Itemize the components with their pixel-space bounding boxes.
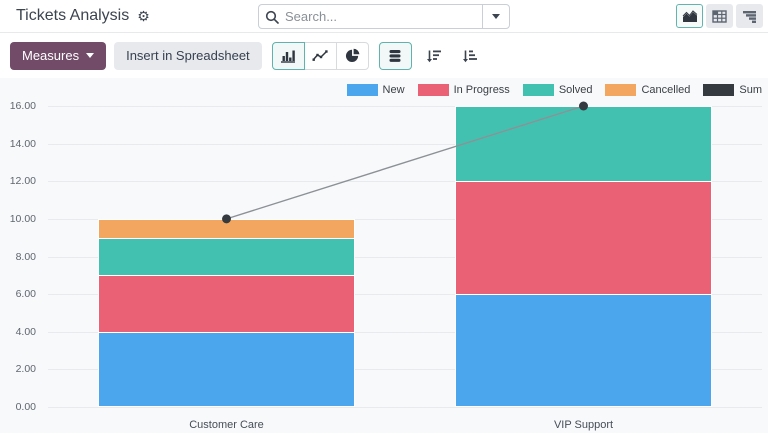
legend-label: In Progress xyxy=(453,84,510,96)
y-tick-label: 4.00 xyxy=(15,325,36,338)
legend-swatch xyxy=(703,84,735,96)
bar-Customer Care[interactable] xyxy=(97,218,355,407)
bar-segment-New[interactable] xyxy=(97,331,355,407)
y-tick-label: 12.00 xyxy=(9,175,36,188)
bar-segment-New[interactable] xyxy=(454,294,712,407)
gear-icon[interactable]: ⚙ xyxy=(137,8,150,24)
legend-swatch xyxy=(346,84,378,96)
measures-label: Measures xyxy=(22,48,80,63)
breadcrumb: Tickets Analysis ⚙ xyxy=(0,7,150,25)
graph-toolbar: Measures Insert in Spreadsheet xyxy=(0,33,768,78)
sort-descending-button[interactable] xyxy=(420,42,448,70)
gridline xyxy=(48,331,762,333)
search-icon xyxy=(259,10,285,24)
area-chart-icon xyxy=(682,9,697,22)
legend-label: Solved xyxy=(558,84,593,96)
cohort-icon xyxy=(743,10,756,23)
measures-button[interactable]: Measures xyxy=(10,41,107,70)
y-tick-label: 2.00 xyxy=(15,363,36,376)
gridline xyxy=(48,294,762,296)
legend-item-Solved[interactable]: Solved xyxy=(522,84,593,96)
y-tick-label: 10.00 xyxy=(9,212,36,225)
legend-swatch xyxy=(417,84,449,96)
graph-view-button[interactable] xyxy=(676,4,703,28)
legend-label: Sum xyxy=(739,84,762,96)
bar-chart-icon xyxy=(281,50,296,63)
legend-swatch xyxy=(522,84,554,96)
legend-item-Sum[interactable]: Sum xyxy=(703,84,762,96)
y-tick-label: 6.00 xyxy=(15,288,36,301)
x-tick-label: VIP Support xyxy=(553,419,614,431)
line-chart-icon xyxy=(312,50,328,61)
search-bar[interactable] xyxy=(258,4,510,29)
pivot-view-button[interactable] xyxy=(706,4,733,28)
pie-chart-icon xyxy=(345,48,360,63)
gridline xyxy=(48,369,762,371)
bar-segment-Solved[interactable] xyxy=(97,237,355,276)
pie-chart-button[interactable] xyxy=(335,41,369,70)
y-tick-label: 8.00 xyxy=(15,250,36,263)
gridline xyxy=(48,256,762,258)
bar-segment-In Progress[interactable] xyxy=(97,275,355,332)
gridline xyxy=(48,407,762,408)
x-axis: Customer Care VIP Support xyxy=(48,419,762,433)
sort-ascending-icon xyxy=(462,50,477,62)
legend-label: Cancelled xyxy=(641,84,691,96)
graph-canvas[interactable]: New In Progress Solved Cancelled Sum 0.00 2.0… xyxy=(0,78,768,433)
stacked-toggle-button[interactable] xyxy=(378,41,412,70)
bar-segment-In Progress[interactable] xyxy=(454,181,712,295)
search-dropdown-toggle[interactable] xyxy=(482,5,509,28)
bar-chart-button[interactable] xyxy=(271,41,305,70)
sort-descending-icon xyxy=(426,50,441,62)
page-title: Tickets Analysis xyxy=(16,7,130,24)
legend: New In Progress Solved Cancelled Sum xyxy=(346,84,762,96)
bar-segment-Cancelled[interactable] xyxy=(97,218,355,238)
chart-type-group xyxy=(271,41,369,70)
legend-item-Cancelled[interactable]: Cancelled xyxy=(605,84,690,96)
pivot-table-icon xyxy=(712,9,727,23)
search-input[interactable] xyxy=(285,9,482,24)
cohort-view-button[interactable] xyxy=(736,4,763,28)
y-tick-label: 0.00 xyxy=(15,401,36,413)
legend-item-In Progress[interactable]: In Progress xyxy=(417,84,510,96)
stacked-icon xyxy=(389,49,401,62)
chevron-down-icon xyxy=(492,14,500,19)
y-tick-label: 14.00 xyxy=(9,137,36,150)
legend-label: New xyxy=(382,84,405,96)
y-axis: 0.00 2.00 4.00 6.00 8.00 10.00 12.00 14.00 16.00 xyxy=(0,100,42,413)
insert-in-spreadsheet-button[interactable]: Insert in Spreadsheet xyxy=(114,41,262,70)
legend-swatch xyxy=(605,84,637,96)
chevron-down-icon xyxy=(86,53,95,58)
bar-segment-Solved[interactable] xyxy=(454,106,712,182)
view-switcher xyxy=(676,4,763,28)
control-panel-header: Tickets Analysis ⚙ xyxy=(0,0,768,33)
y-tick-label: 16.00 xyxy=(9,100,36,112)
bar-VIP Support[interactable] xyxy=(454,106,712,407)
line-chart-button[interactable] xyxy=(303,41,337,70)
plot-area[interactable] xyxy=(48,101,762,408)
sort-ascending-button[interactable] xyxy=(456,42,484,70)
x-tick-label: Customer Care xyxy=(189,419,264,431)
legend-item-New[interactable]: New xyxy=(346,84,405,96)
